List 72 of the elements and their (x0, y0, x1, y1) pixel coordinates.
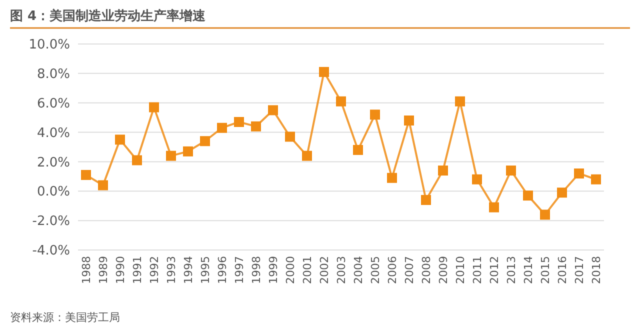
text: 资料来源：美国劳工局 (10, 311, 120, 324)
chart-title: 图 4：美国制造业劳动生产率增速 (10, 8, 207, 24)
point (387, 172, 397, 183)
point (81, 170, 91, 180)
point (421, 194, 431, 205)
x-tick-label: 1994 (182, 256, 195, 284)
x-tick-label: 2002 (318, 256, 331, 284)
x-tick-label: 2006 (386, 256, 399, 284)
y-tick-label: -2.0% (32, 214, 70, 230)
point (166, 150, 176, 161)
x-tick-label: 2000 (284, 256, 297, 284)
y-tick-label: 4.0% (36, 126, 70, 141)
point (149, 102, 159, 112)
x-tick-label: 1995 (198, 256, 212, 284)
x-tick-label: 2003 (334, 256, 348, 284)
y-tick-label: 2.0% (36, 155, 70, 170)
point (523, 190, 533, 201)
y-tick-label: 0.0% (36, 184, 70, 200)
point (234, 116, 244, 127)
point (574, 168, 584, 178)
point (251, 121, 261, 132)
x-tick-label: 2001 (300, 256, 314, 284)
x-tick-label: 2018 (590, 256, 603, 284)
x-tick-label: 2008 (420, 256, 433, 284)
y-tick-label: 6.0% (36, 96, 70, 112)
point (472, 174, 482, 184)
point (115, 134, 125, 145)
x-tick-label: 1992 (148, 256, 161, 284)
point (268, 105, 278, 116)
x-tick-label: 1999 (266, 256, 280, 284)
x-tick-label: 2010 (454, 256, 467, 284)
x-tick-label: 2011 (470, 256, 484, 284)
point (591, 174, 601, 184)
point (302, 150, 312, 161)
x-tick-label: 2007 (402, 256, 416, 284)
y-tick-label: 10.0% (28, 38, 70, 53)
x-tick-label: 2004 (352, 256, 365, 284)
point (489, 202, 499, 212)
x-tick-label: 2016 (556, 256, 569, 284)
point (217, 122, 227, 133)
point (557, 188, 567, 198)
x-tick-label: 2014 (522, 256, 535, 284)
x-tick-label: 2017 (572, 256, 586, 284)
point (200, 136, 210, 146)
point (404, 116, 414, 126)
point (540, 210, 550, 220)
x-tick-label: 2005 (368, 256, 382, 284)
point (506, 166, 516, 176)
point (98, 180, 108, 190)
x-tick-label: 1990 (114, 256, 127, 284)
point (438, 166, 448, 176)
point (353, 144, 363, 155)
x-tick-label: 1996 (216, 256, 229, 284)
x-tick-label: 2012 (488, 256, 501, 284)
x-tick-label: 2013 (504, 256, 518, 284)
y-tick-label: -4.0% (32, 244, 70, 259)
x-tick-label: 1993 (164, 256, 178, 284)
x-tick-label: 2009 (436, 256, 450, 284)
x-tick-label: 2015 (538, 256, 552, 284)
x-tick-label: 1998 (250, 256, 263, 284)
y-tick-label: 8.0% (36, 66, 70, 82)
point (455, 96, 465, 106)
x-tick-label: 1989 (96, 256, 110, 284)
x-tick-label: 1988 (80, 256, 93, 284)
point (370, 110, 380, 120)
x-tick-label: 1991 (130, 256, 144, 284)
point (336, 96, 346, 106)
point (285, 132, 295, 142)
point (319, 66, 329, 77)
x-tick-label: 1997 (232, 256, 246, 284)
point (132, 155, 142, 166)
point (183, 146, 193, 156)
